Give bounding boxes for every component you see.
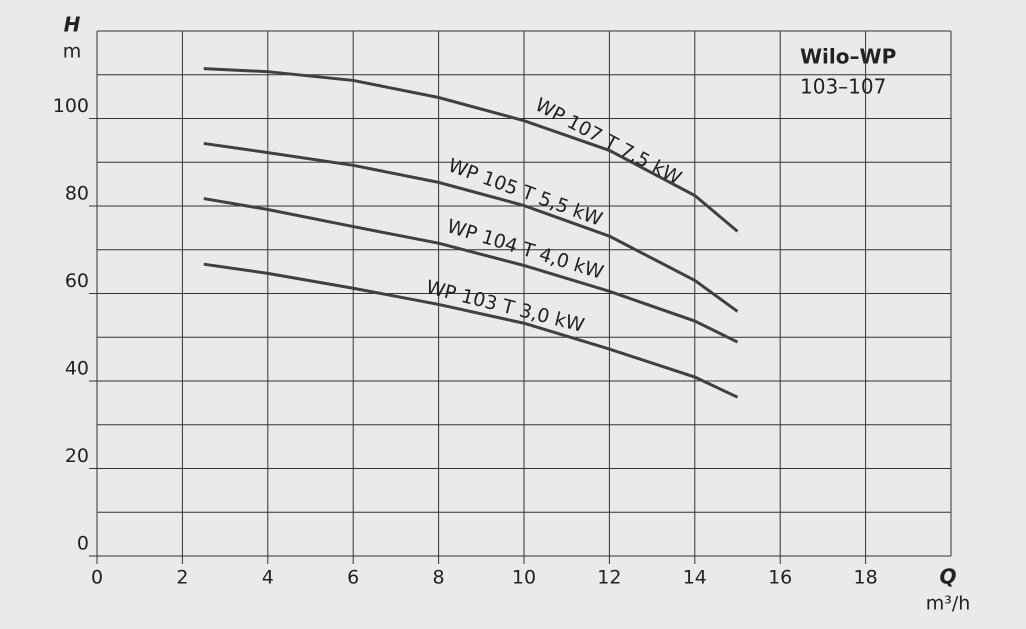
- x-tick-label: 16: [768, 567, 792, 589]
- curve: [203, 141, 739, 313]
- curve: [203, 262, 739, 399]
- y-tick-label: 40: [65, 358, 89, 380]
- y-tick-label: 0: [77, 533, 89, 555]
- x-tick-label: 10: [512, 567, 536, 589]
- x-axis-unit: m³/h: [926, 593, 971, 615]
- y-tick-label: 60: [65, 270, 89, 292]
- x-tick-label: 6: [347, 567, 359, 589]
- curve: [203, 197, 739, 344]
- x-tick-label: 14: [683, 567, 707, 589]
- chart-title: Wilo–WP: [800, 45, 896, 69]
- x-tick-label: 12: [597, 567, 621, 589]
- x-tick-label: 0: [91, 567, 103, 589]
- x-tick-label: 8: [433, 567, 445, 589]
- x-tick-label: 18: [854, 567, 878, 589]
- x-tick-label: 4: [262, 567, 274, 589]
- y-tick-label: 100: [53, 95, 89, 117]
- y-tick-label: 80: [65, 183, 89, 205]
- x-axis-label: Q: [939, 565, 956, 589]
- y-tick-label: 20: [65, 445, 89, 467]
- curve: [203, 67, 739, 233]
- chart-subtitle: 103–107: [800, 75, 886, 99]
- y-axis-label: H: [64, 13, 81, 37]
- y-axis-unit: m: [63, 41, 82, 63]
- x-tick-label: 2: [176, 567, 188, 589]
